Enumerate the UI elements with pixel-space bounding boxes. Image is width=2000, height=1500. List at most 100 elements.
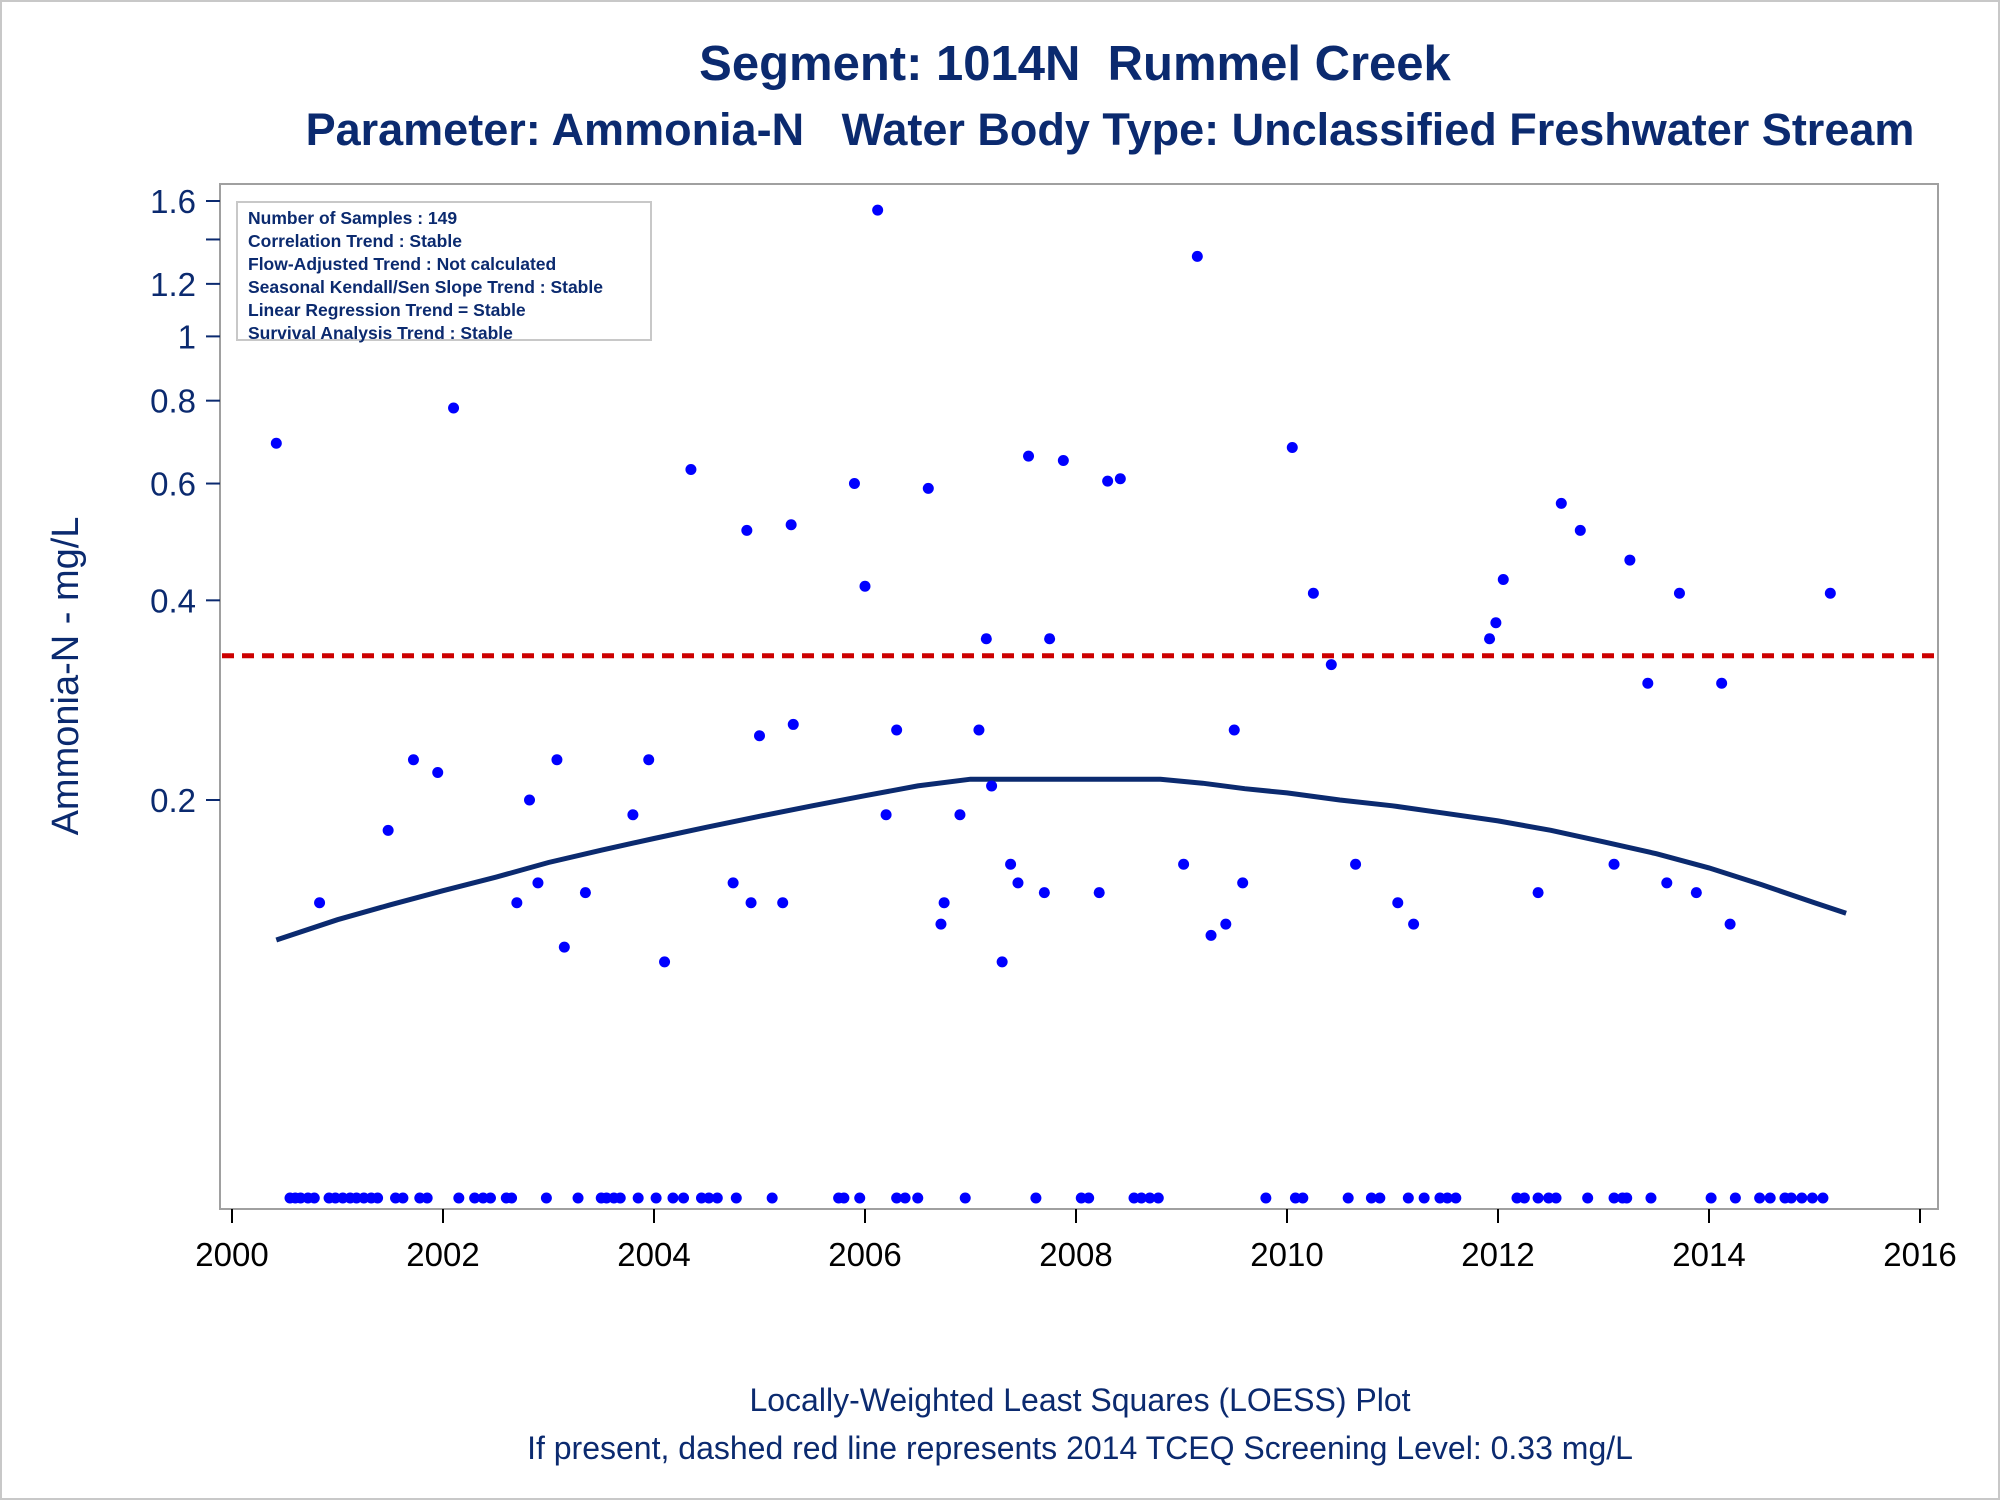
data-point [935, 918, 947, 930]
data-point [745, 897, 757, 909]
data-point [1673, 587, 1685, 599]
censored-data-point [1030, 1192, 1042, 1204]
censored-data-point [703, 1192, 715, 1204]
censored-data-point [730, 1192, 742, 1204]
data-point [1608, 858, 1620, 870]
data-point [1624, 554, 1636, 566]
y-tick-label: 1.2 [150, 266, 196, 303]
x-tick-label: 2010 [1250, 1236, 1323, 1273]
data-point [880, 809, 892, 821]
chart-title: Segment: 1014N Rummel Creek [699, 37, 1451, 91]
censored-data-point [308, 1192, 320, 1204]
censored-data-point [1817, 1192, 1829, 1204]
data-point [1178, 858, 1190, 870]
censored-data-point [506, 1192, 518, 1204]
data-point [1038, 887, 1050, 899]
data-point [432, 767, 444, 779]
data-point [727, 877, 739, 889]
data-point [859, 580, 871, 592]
censored-data-point [1705, 1192, 1717, 1204]
y-tick-label: 1.6 [150, 183, 196, 220]
data-point [1102, 475, 1114, 487]
censored-data-point [1806, 1192, 1818, 1204]
footnote-screening-level: If present, dashed red line represents 2… [527, 1430, 1633, 1466]
data-point [1716, 677, 1728, 689]
data-point [579, 887, 591, 899]
y-tick-label: 1 [178, 318, 196, 355]
data-point [872, 204, 884, 216]
data-point [848, 478, 860, 490]
data-point [270, 437, 282, 449]
x-tick-label: 2000 [195, 1236, 268, 1273]
y-tick-label: 0.8 [150, 383, 196, 420]
censored-data-point [540, 1192, 552, 1204]
censored-data-point [1550, 1192, 1562, 1204]
data-point [1220, 918, 1232, 930]
data-point [1228, 724, 1240, 736]
data-point [980, 633, 992, 645]
info-survival-analysis-trend: Survival Analysis Trend : Stable [248, 323, 513, 343]
data-point [448, 402, 460, 414]
data-point [1392, 897, 1404, 909]
censored-data-point [1135, 1192, 1147, 1204]
data-point [1044, 633, 1056, 645]
data-point [1690, 887, 1702, 899]
censored-data-point [1144, 1192, 1156, 1204]
trend-info-box: Number of Samples : 149 Correlation Tren… [236, 201, 652, 343]
censored-data-point [1518, 1192, 1530, 1204]
censored-data-point [711, 1192, 723, 1204]
censored-data-point [1608, 1192, 1620, 1204]
y-tick-label: 0.6 [150, 466, 196, 503]
data-point [785, 519, 797, 531]
y-tick-label: 0.2 [150, 782, 196, 819]
loess-curve [275, 776, 1847, 943]
censored-data-point [469, 1192, 481, 1204]
data-point [1114, 473, 1126, 485]
censored-data-point [1418, 1192, 1430, 1204]
censored-data-point [1441, 1192, 1453, 1204]
censored-data-point [838, 1192, 850, 1204]
censored-data-point [1532, 1192, 1544, 1204]
data-point [1408, 918, 1420, 930]
censored-data-point [1297, 1192, 1309, 1204]
censored-data-point [1083, 1192, 1095, 1204]
data-point [1191, 250, 1203, 262]
data-point [1012, 877, 1024, 889]
data-point [532, 877, 544, 889]
data-point [1307, 587, 1319, 599]
plot-frame [219, 183, 1939, 1210]
data-point [938, 897, 950, 909]
data-point [1724, 918, 1736, 930]
data-point [1005, 858, 1017, 870]
censored-data-point [1729, 1192, 1741, 1204]
data-point [511, 897, 523, 909]
censored-data-point [484, 1192, 496, 1204]
censored-data-point [421, 1192, 433, 1204]
censored-data-point [1764, 1192, 1776, 1204]
x-tick-label: 2012 [1461, 1236, 1534, 1273]
data-point [558, 941, 570, 953]
x-tick-label: 2014 [1672, 1236, 1745, 1273]
data-point [891, 724, 903, 736]
data-point [1286, 441, 1298, 453]
data-point [551, 754, 563, 766]
data-point [524, 794, 536, 806]
censored-data-point [1342, 1192, 1354, 1204]
censored-data-point [1754, 1192, 1766, 1204]
censored-data-point [1621, 1192, 1633, 1204]
chart-subtitle: Parameter: Ammonia-N Water Body Type: Un… [305, 104, 1915, 155]
data-point [1661, 877, 1673, 889]
censored-data-point [1365, 1192, 1377, 1204]
censored-data-point [1402, 1192, 1414, 1204]
censored-data-point [1450, 1192, 1462, 1204]
x-tick-label: 2004 [617, 1236, 690, 1273]
x-tick-label: 2008 [1039, 1236, 1112, 1273]
data-point [1057, 454, 1069, 466]
censored-data-point [899, 1192, 911, 1204]
x-tick-label: 2016 [1883, 1236, 1956, 1273]
data-point [1642, 677, 1654, 689]
data-point [787, 718, 799, 730]
data-point [1205, 929, 1217, 941]
